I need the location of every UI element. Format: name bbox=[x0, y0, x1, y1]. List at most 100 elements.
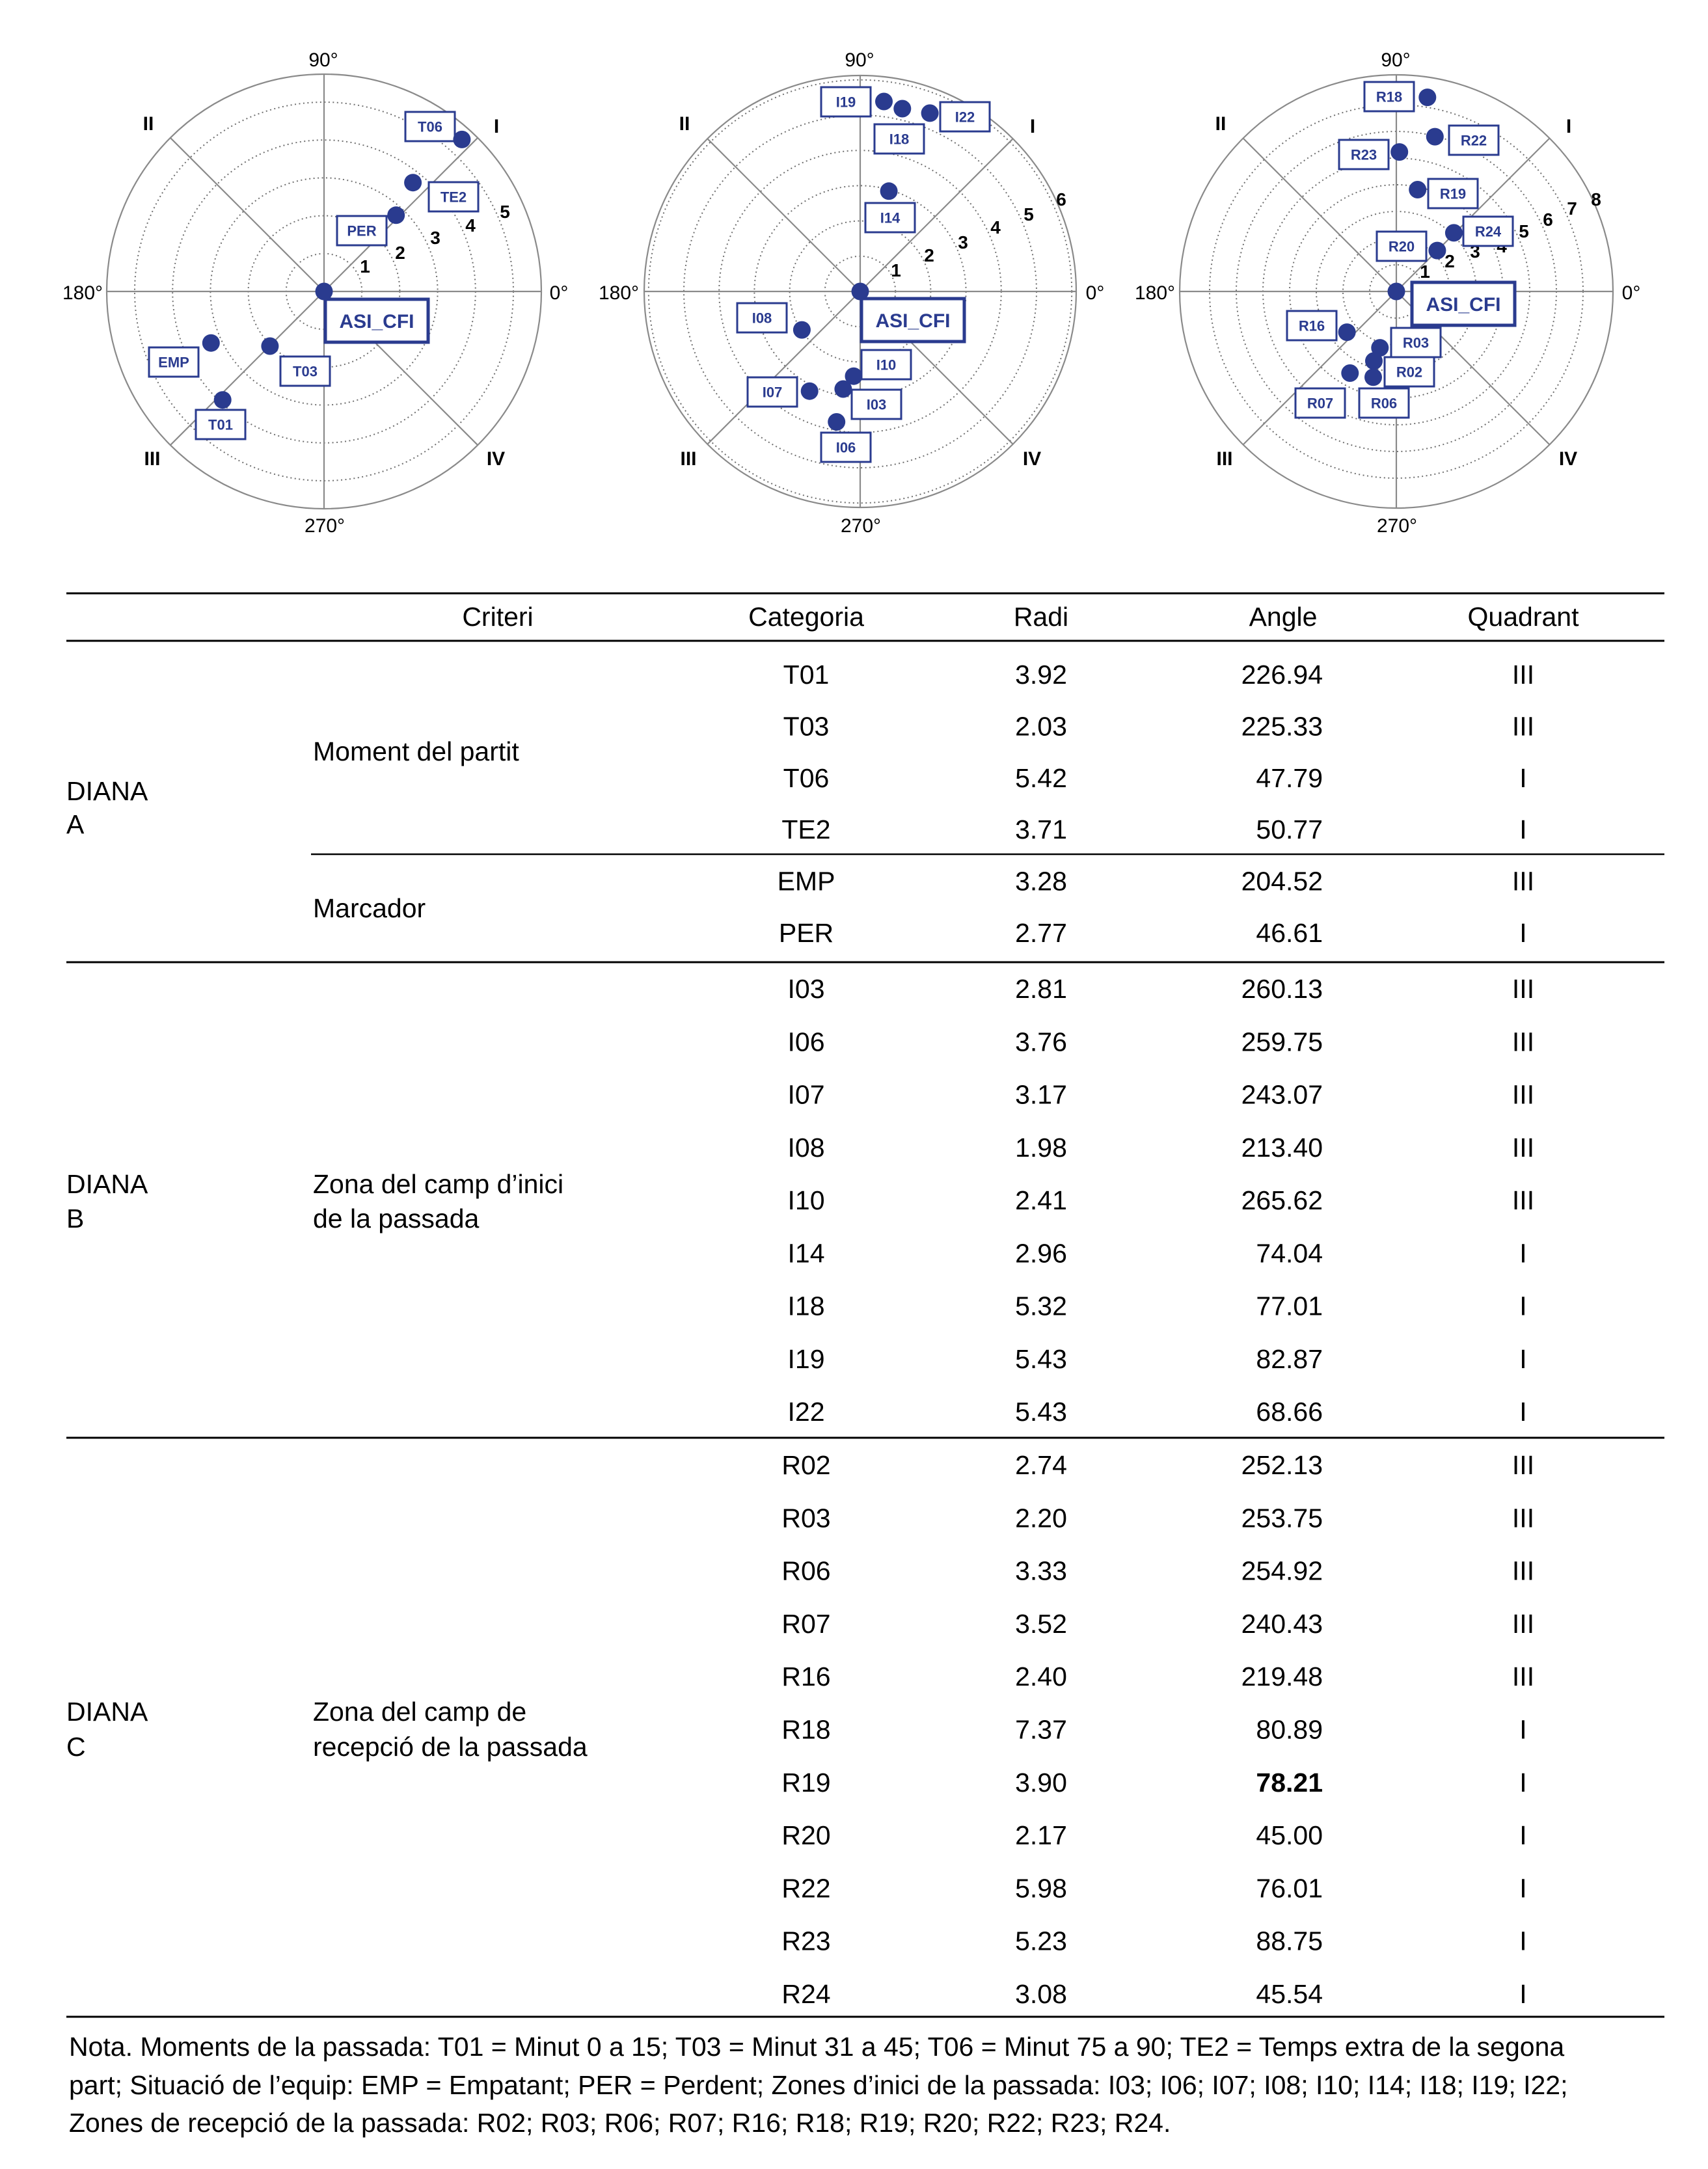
svg-text:II: II bbox=[143, 113, 154, 135]
svg-text:R06: R06 bbox=[781, 1556, 830, 1586]
svg-text:I: I bbox=[1519, 1291, 1526, 1321]
svg-text:0°: 0° bbox=[1086, 282, 1105, 304]
svg-text:I: I bbox=[1519, 763, 1526, 793]
svg-text:EMP: EMP bbox=[778, 867, 835, 896]
svg-text:82.87: 82.87 bbox=[1256, 1344, 1323, 1374]
svg-text:DIANA: DIANA bbox=[66, 776, 148, 806]
svg-text:270°: 270° bbox=[305, 515, 345, 537]
svg-text:R18: R18 bbox=[1376, 89, 1402, 105]
svg-text:R20: R20 bbox=[781, 1820, 830, 1850]
svg-text:R19: R19 bbox=[1440, 186, 1466, 202]
svg-text:0°: 0° bbox=[1622, 282, 1641, 304]
svg-text:T03: T03 bbox=[293, 364, 318, 380]
svg-text:R07: R07 bbox=[1307, 396, 1333, 412]
svg-text:204.52: 204.52 bbox=[1241, 867, 1323, 896]
svg-text:2.40: 2.40 bbox=[1015, 1662, 1067, 1691]
svg-text:R02: R02 bbox=[1396, 364, 1422, 381]
svg-text:0°: 0° bbox=[550, 282, 569, 304]
svg-text:46.61: 46.61 bbox=[1256, 918, 1323, 948]
svg-text:1.98: 1.98 bbox=[1015, 1133, 1067, 1163]
svg-text:I10: I10 bbox=[876, 357, 897, 373]
svg-text:I08: I08 bbox=[788, 1133, 825, 1163]
svg-text:IV: IV bbox=[1023, 448, 1041, 470]
svg-text:2.96: 2.96 bbox=[1015, 1238, 1067, 1268]
svg-text:DIANA: DIANA bbox=[66, 1169, 148, 1199]
svg-text:I: I bbox=[1519, 1344, 1526, 1374]
svg-text:90°: 90° bbox=[1381, 49, 1410, 71]
svg-text:R03: R03 bbox=[781, 1503, 830, 1533]
svg-text:T01: T01 bbox=[208, 417, 233, 433]
svg-text:219.48: 219.48 bbox=[1241, 1662, 1323, 1691]
svg-text:I: I bbox=[1566, 116, 1571, 137]
svg-text:5.23: 5.23 bbox=[1015, 1926, 1067, 1956]
svg-text:252.13: 252.13 bbox=[1241, 1450, 1323, 1480]
svg-text:I: I bbox=[1519, 1820, 1526, 1850]
svg-text:260.13: 260.13 bbox=[1241, 974, 1323, 1004]
svg-text:I: I bbox=[1519, 918, 1526, 948]
svg-text:88.75: 88.75 bbox=[1256, 1926, 1323, 1956]
svg-text:Moment del partit: Moment del partit bbox=[313, 736, 519, 766]
svg-text:I19: I19 bbox=[836, 94, 856, 111]
svg-text:I: I bbox=[1519, 1768, 1526, 1798]
svg-text:III: III bbox=[1512, 1556, 1534, 1586]
svg-text:7: 7 bbox=[1567, 198, 1577, 219]
svg-text:Zona del camp d’inici: Zona del camp d’inici bbox=[313, 1169, 563, 1199]
svg-text:1: 1 bbox=[360, 256, 370, 276]
svg-text:I: I bbox=[1519, 1397, 1526, 1427]
svg-text:254.92: 254.92 bbox=[1241, 1556, 1323, 1586]
svg-text:I03: I03 bbox=[788, 974, 825, 1004]
svg-text:2.20: 2.20 bbox=[1015, 1503, 1067, 1533]
svg-text:III: III bbox=[1216, 448, 1232, 470]
svg-text:2.81: 2.81 bbox=[1015, 974, 1067, 1004]
svg-text:225.33: 225.33 bbox=[1241, 711, 1323, 741]
svg-text:3: 3 bbox=[958, 232, 968, 252]
svg-text:180°: 180° bbox=[62, 282, 103, 304]
svg-text:1: 1 bbox=[891, 260, 901, 280]
svg-text:I07: I07 bbox=[763, 384, 783, 401]
svg-text:T06: T06 bbox=[418, 119, 442, 135]
svg-text:Zona del camp de: Zona del camp de bbox=[313, 1697, 526, 1727]
svg-text:3.28: 3.28 bbox=[1015, 867, 1067, 896]
svg-text:III: III bbox=[1512, 1450, 1534, 1480]
svg-text:6: 6 bbox=[1056, 189, 1066, 209]
svg-text:III: III bbox=[144, 448, 160, 470]
svg-text:I08: I08 bbox=[752, 310, 772, 327]
svg-text:II: II bbox=[679, 113, 690, 135]
svg-text:III: III bbox=[1512, 1080, 1534, 1110]
svg-text:270°: 270° bbox=[1377, 515, 1417, 537]
svg-text:III: III bbox=[1512, 1662, 1534, 1691]
svg-text:III: III bbox=[1512, 1185, 1534, 1215]
svg-text:part; Situació de l’equip: EMP: part; Situació de l’equip: EMP = Empatan… bbox=[69, 2070, 1568, 2100]
svg-text:3.90: 3.90 bbox=[1015, 1768, 1067, 1798]
svg-text:2.17: 2.17 bbox=[1015, 1820, 1067, 1850]
svg-text:I: I bbox=[1030, 116, 1035, 137]
svg-text:R24: R24 bbox=[781, 1979, 830, 2009]
svg-text:III: III bbox=[1512, 974, 1534, 1004]
svg-text:R06: R06 bbox=[1371, 396, 1397, 412]
svg-text:PER: PER bbox=[347, 223, 376, 239]
svg-text:8: 8 bbox=[1591, 189, 1601, 209]
svg-text:5.43: 5.43 bbox=[1015, 1344, 1067, 1374]
svg-text:4: 4 bbox=[465, 215, 476, 236]
svg-text:I18: I18 bbox=[889, 131, 910, 148]
svg-text:47.79: 47.79 bbox=[1256, 763, 1323, 793]
svg-text:recepció de la passada: recepció de la passada bbox=[313, 1732, 588, 1762]
svg-text:Angle: Angle bbox=[1249, 602, 1318, 632]
svg-text:IV: IV bbox=[1559, 448, 1577, 470]
svg-text:I: I bbox=[1519, 1873, 1526, 1903]
svg-text:5.42: 5.42 bbox=[1015, 763, 1067, 793]
svg-text:2.41: 2.41 bbox=[1015, 1185, 1067, 1215]
svg-text:3.92: 3.92 bbox=[1015, 660, 1067, 690]
svg-text:R22: R22 bbox=[1461, 133, 1487, 149]
svg-text:Marcador: Marcador bbox=[313, 893, 426, 923]
svg-text:68.66: 68.66 bbox=[1256, 1397, 1323, 1427]
svg-text:253.75: 253.75 bbox=[1241, 1503, 1323, 1533]
svg-text:213.40: 213.40 bbox=[1241, 1133, 1323, 1163]
svg-text:76.01: 76.01 bbox=[1256, 1873, 1323, 1903]
svg-text:III: III bbox=[1512, 711, 1534, 741]
svg-text:I10: I10 bbox=[788, 1185, 825, 1215]
svg-text:I: I bbox=[1519, 1715, 1526, 1745]
svg-text:T06: T06 bbox=[783, 763, 830, 793]
svg-text:B: B bbox=[66, 1204, 84, 1233]
svg-text:R23: R23 bbox=[1351, 147, 1377, 163]
